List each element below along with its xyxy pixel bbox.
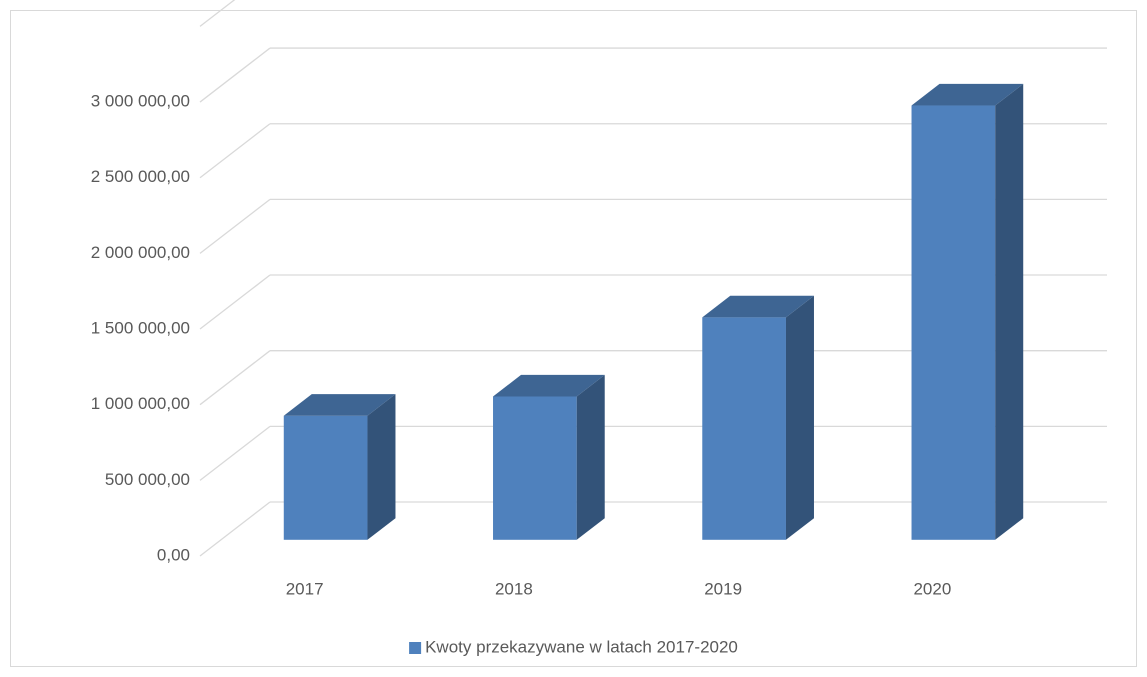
grid-line [199,350,271,406]
legend-label: Kwoty przekazywane w latach 2017-2020 [425,637,738,656]
bar-front [493,396,577,540]
bar-side [367,394,396,540]
y-tick-label: 3 000 000,00 [91,92,190,111]
bar-front [283,415,368,540]
bar-front [702,317,786,540]
grid-line [199,47,271,103]
y-tick-label: 0,00 [157,545,190,564]
y-tick-label: 2 000 000,00 [91,243,190,262]
bar-side [785,295,814,540]
grid-line [199,501,271,557]
grid-line [199,123,271,179]
x-tick-label: 2020 [913,579,951,598]
bar-front [911,105,996,540]
bar-top [283,394,396,416]
y-tick-label: 1 500 000,00 [91,319,190,338]
grid-line [199,0,236,27]
legend-swatch [409,642,422,654]
grid-line [199,198,271,254]
grid-line [199,274,271,330]
x-tick-label: 2019 [704,579,742,598]
x-tick-label: 2018 [495,579,533,598]
bar-top [911,83,1024,106]
y-tick-label: 2 500 000,00 [91,167,190,186]
bar-side [995,83,1024,540]
bar-side [576,374,605,540]
grid-line [199,425,271,481]
y-tick-label: 1 000 000,00 [91,394,190,413]
bar-top [493,374,605,397]
x-tick-label: 2017 [286,579,324,598]
y-tick-label: 500 000,00 [105,470,190,489]
bar-top [702,295,814,318]
